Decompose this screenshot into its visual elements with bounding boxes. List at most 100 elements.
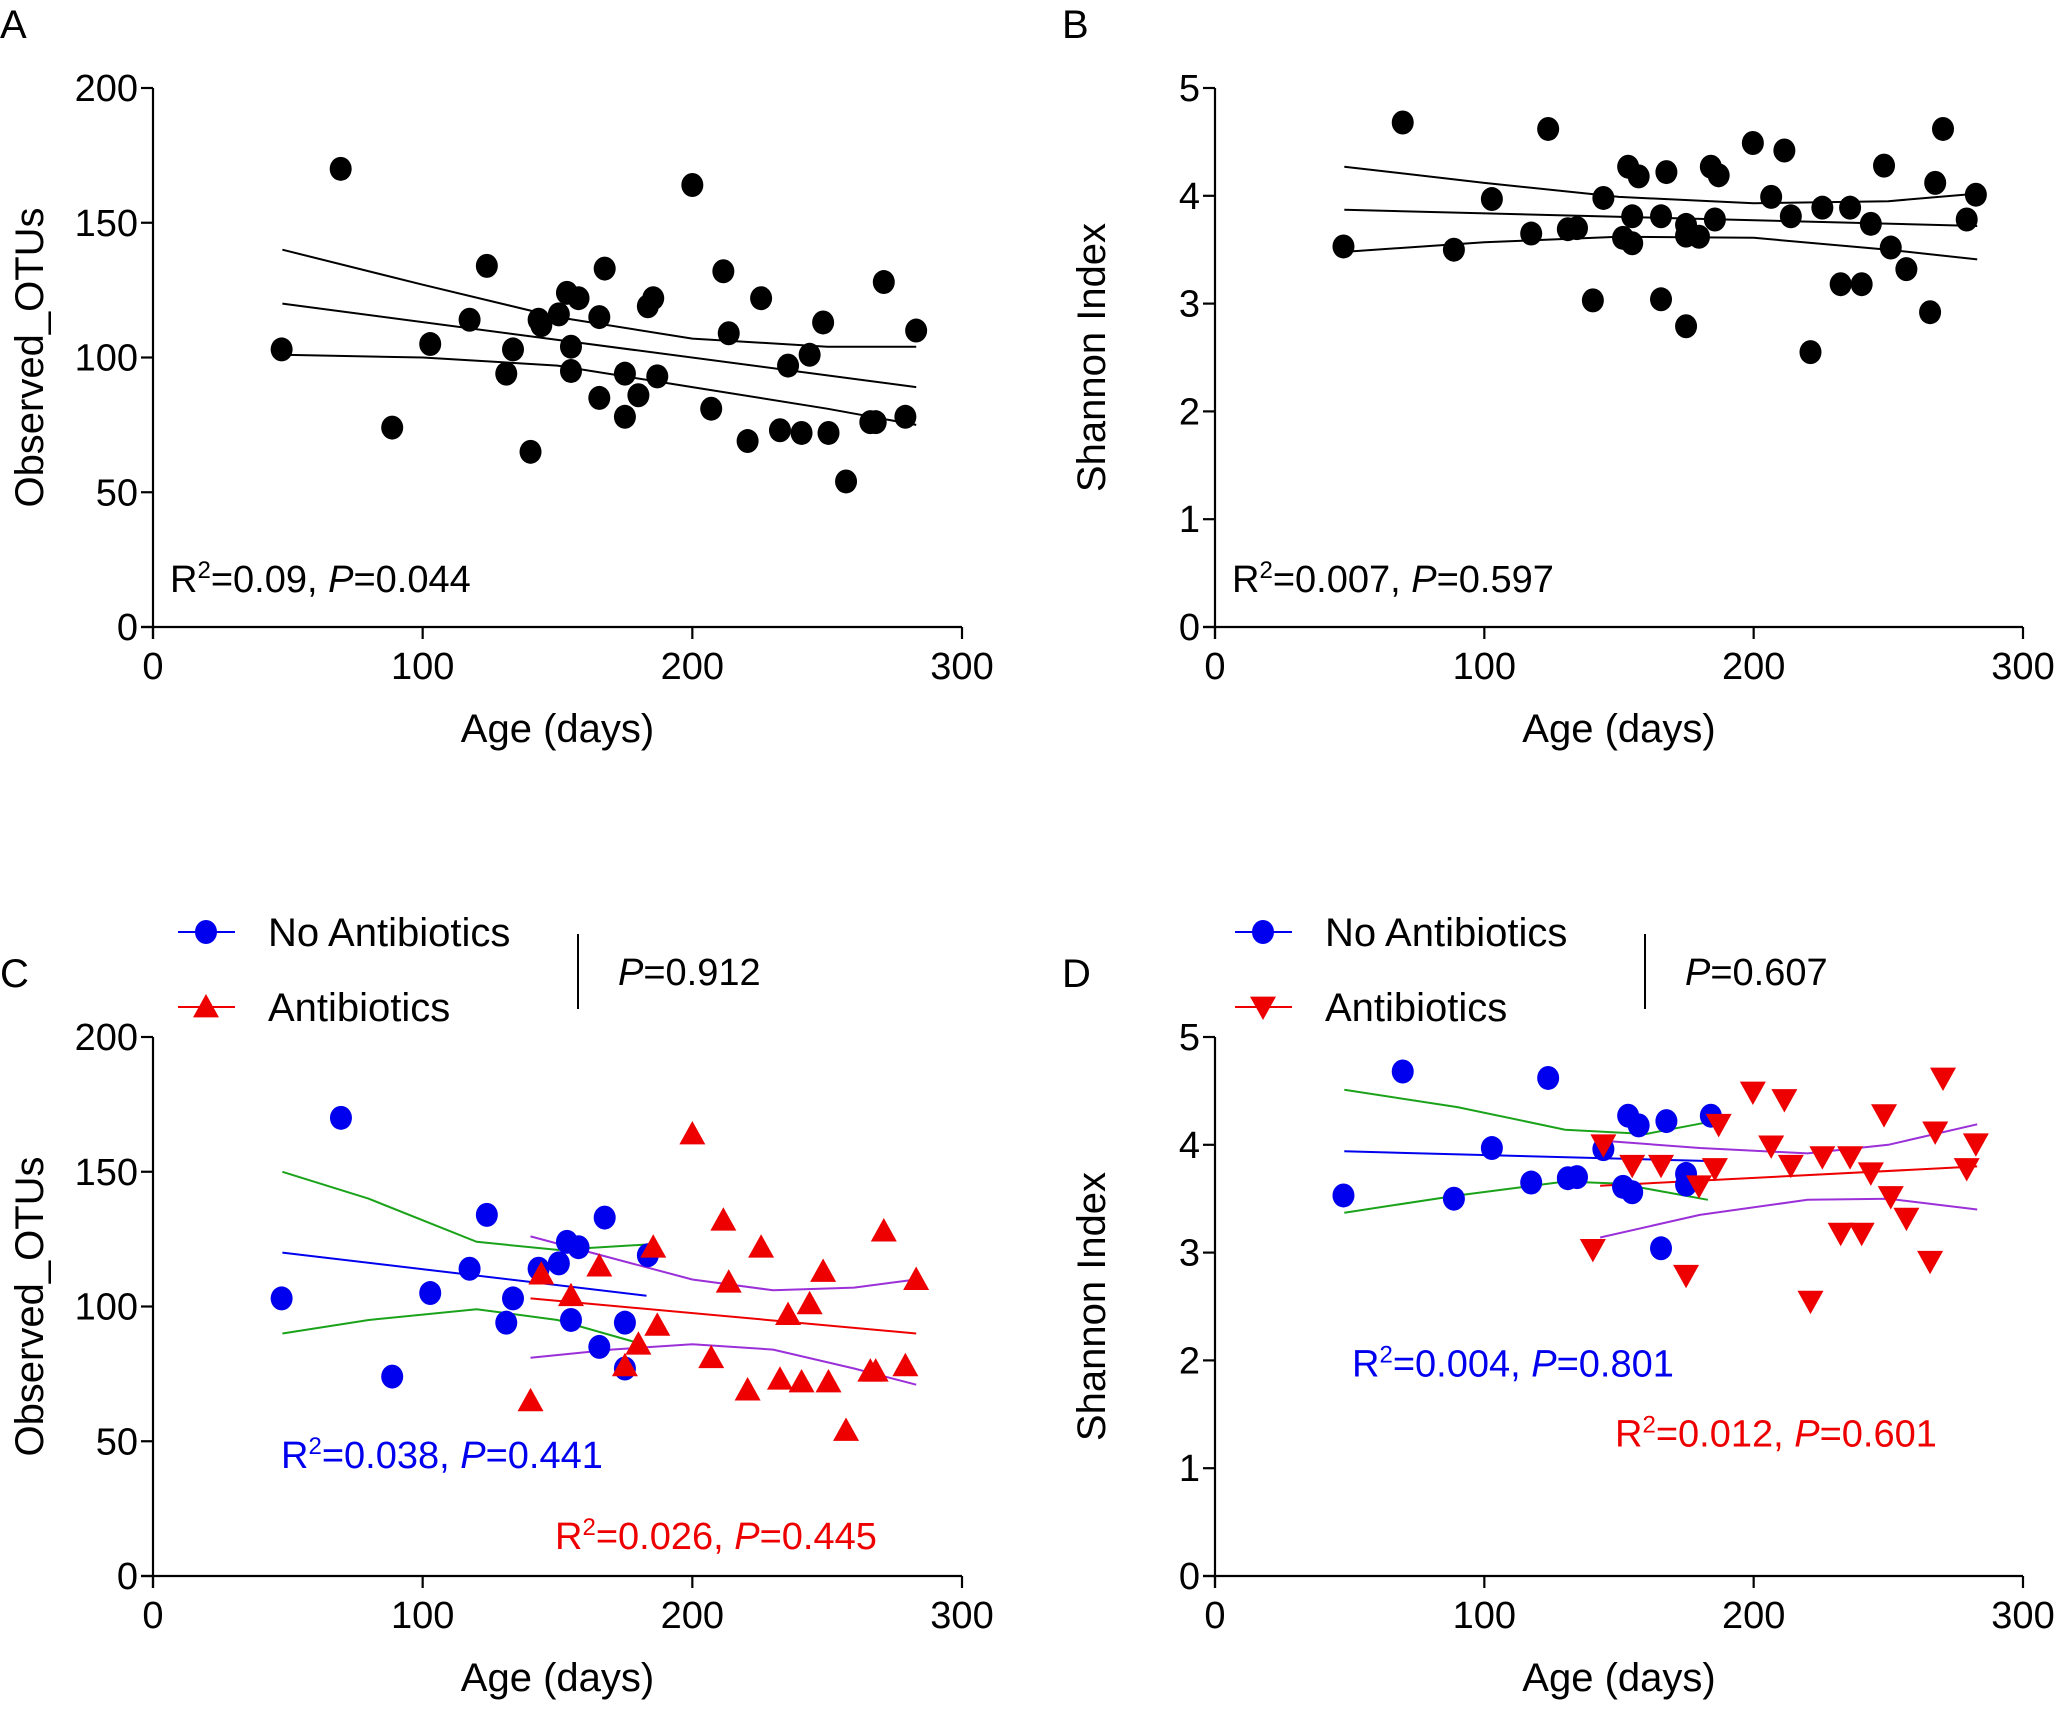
data-point-antibiotics — [1777, 1154, 1804, 1179]
legend-label: Antibiotics — [268, 986, 450, 1030]
stat-annotation-no-antibiotics: R2=0.038, P=0.441 — [281, 1433, 603, 1477]
panel-letter: C — [0, 952, 29, 996]
data-point-all — [1391, 110, 1414, 135]
y-axis-label: Observed_OTUs — [8, 207, 52, 507]
panel-letter: D — [1062, 952, 1091, 996]
data-point-all — [798, 342, 821, 367]
data-point-all — [1799, 340, 1822, 365]
legend-label: No Antibiotics — [1325, 911, 1567, 955]
data-point-all — [1592, 185, 1615, 210]
data-point-all — [835, 469, 858, 494]
data-point-all — [790, 420, 813, 445]
data-point-all — [588, 305, 611, 330]
data-point-antibiotics — [1917, 1250, 1944, 1275]
x-tick-label: 0 — [142, 646, 163, 688]
data-point-antibiotics — [1809, 1146, 1836, 1170]
data-point-all — [1581, 288, 1604, 313]
data-point-all — [1687, 224, 1710, 249]
data-point-antibiotics — [1619, 1154, 1646, 1179]
data-point-antibiotics — [1701, 1158, 1728, 1182]
data-point-no-antibiotics — [593, 1205, 616, 1230]
y-tick-label: 2 — [1179, 1340, 1200, 1382]
data-point-all — [1480, 187, 1503, 212]
data-point-all — [681, 173, 704, 198]
ci-upper-line-all — [1344, 165, 1978, 205]
data-point-no-antibiotics — [588, 1334, 611, 1359]
data-point-all — [1520, 221, 1543, 246]
data-point-all — [1675, 314, 1698, 339]
data-point-all — [519, 439, 542, 464]
data-point-antibiotics — [775, 1301, 802, 1325]
data-point-all — [588, 385, 611, 410]
data-point-antibiotics — [679, 1121, 706, 1145]
x-tick-label: 300 — [930, 646, 993, 688]
comparison-p-value: P=0.607 — [1685, 952, 1828, 994]
data-point-antibiotics — [1739, 1081, 1766, 1105]
data-point-all — [1332, 234, 1355, 259]
x-tick-label: 100 — [391, 646, 454, 688]
data-point-all — [1537, 116, 1560, 141]
data-point-antibiotics — [1922, 1121, 1949, 1145]
y-tick-label: 5 — [1179, 68, 1200, 110]
y-tick-label: 150 — [75, 203, 138, 245]
y-tick-label: 100 — [75, 338, 138, 380]
data-point-all — [613, 404, 636, 429]
data-point-no-antibiotics — [419, 1281, 442, 1306]
x-tick-label: 200 — [661, 646, 724, 688]
data-point-all — [1873, 153, 1896, 178]
legend-item-antibiotics: Antibiotics — [178, 986, 450, 1030]
data-point-all — [419, 332, 442, 357]
data-point-all — [1741, 130, 1764, 155]
data-point-antibiotics — [715, 1269, 742, 1293]
panel-letter: B — [1062, 3, 1089, 47]
legend-marker-triangle-up-icon — [193, 994, 219, 1018]
legend-label: No Antibiotics — [268, 911, 510, 955]
data-point-all — [627, 383, 650, 408]
data-point-no-antibiotics — [1332, 1183, 1355, 1208]
data-point-all — [812, 310, 835, 335]
data-point-all — [530, 313, 553, 338]
data-point-antibiotics — [1857, 1162, 1884, 1186]
data-point-antibiotics — [1771, 1089, 1798, 1113]
data-point-antibiotics — [903, 1266, 930, 1290]
x-axis-label: Age (days) — [1522, 707, 1715, 751]
data-point-antibiotics — [586, 1253, 613, 1277]
panel-B: B 0 100 200 300 0 1 2 3 4 5 Age (days) Shannon Index… — [1062, 3, 2055, 751]
y-tick-label: 5 — [1179, 1017, 1200, 1059]
data-point-antibiotics — [1893, 1207, 1920, 1232]
stat-annotation: R2=0.007, P=0.597 — [1232, 557, 1554, 601]
x-tick-label: 0 — [1204, 646, 1225, 688]
ci-lower-line-antibiotics — [530, 1343, 917, 1386]
data-point-all — [475, 253, 498, 278]
data-point-antibiotics — [710, 1207, 737, 1231]
data-point-all — [1621, 231, 1644, 256]
x-tick-label: 100 — [1453, 1595, 1516, 1637]
y-tick-label: 0 — [1179, 1556, 1200, 1598]
data-point-antibiotics — [1848, 1222, 1875, 1247]
data-point-all — [736, 429, 759, 454]
data-point-no-antibiotics — [1391, 1059, 1414, 1084]
data-point-all — [559, 358, 582, 383]
data-point-all — [817, 420, 840, 445]
stat-annotation: R2=0.09, P=0.044 — [170, 557, 471, 601]
data-point-antibiotics — [815, 1368, 842, 1393]
x-tick-label: 200 — [1722, 646, 1785, 688]
ci-upper-line-all — [282, 248, 917, 348]
data-point-no-antibiotics — [1650, 1236, 1673, 1261]
data-point-all — [1773, 138, 1796, 163]
data-point-antibiotics — [870, 1218, 897, 1242]
stat-annotation-no-antibiotics: R2=0.004, P=0.801 — [1352, 1342, 1674, 1386]
regression-line-no-antibiotics — [1344, 1150, 1708, 1162]
data-point-antibiotics — [1648, 1154, 1675, 1179]
y-axis-label: Shannon Index — [1070, 1172, 1114, 1441]
data-point-all — [712, 259, 735, 284]
y-tick-label: 150 — [75, 1152, 138, 1194]
stat-annotation-antibiotics: R2=0.012, P=0.601 — [1615, 1412, 1937, 1456]
data-point-all — [642, 286, 665, 311]
y-tick-label: 1 — [1179, 1448, 1200, 1490]
data-point-no-antibiotics — [1565, 1165, 1588, 1190]
data-point-no-antibiotics — [1537, 1065, 1560, 1090]
data-point-antibiotics — [1962, 1133, 1989, 1157]
